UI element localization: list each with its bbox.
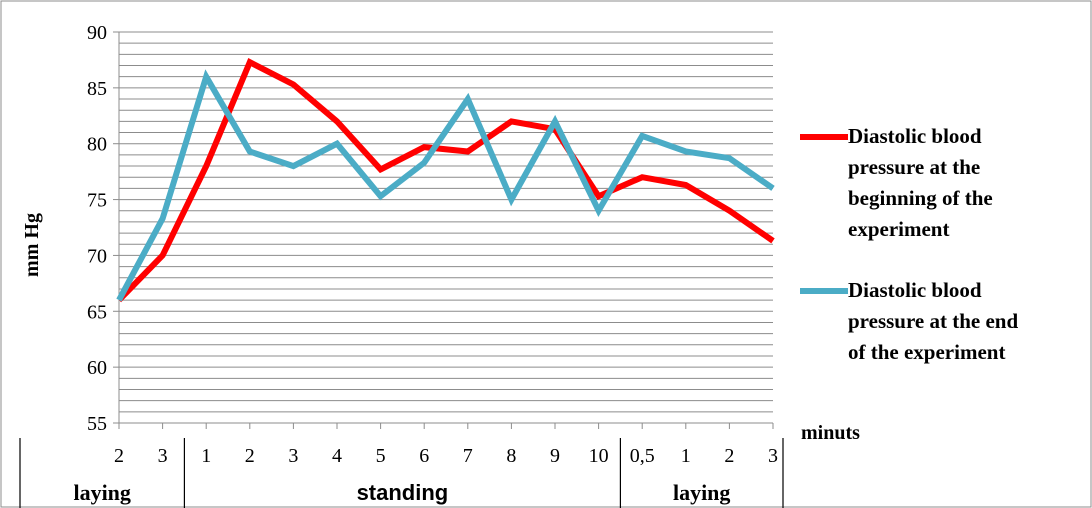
x-group-label: laying [673,480,730,505]
axes [113,31,774,429]
legend-label: beginning of the [848,186,993,210]
x-tick-label: 1 [681,445,691,467]
x-axis-title: minuts [801,422,860,444]
y-tick-label: 80 [87,134,107,156]
x-tick-label: 3 [158,445,168,467]
y-tick-labels: 55 60 65 70 75 80 85 90 [87,22,107,435]
x-tick-label: 7 [463,445,473,467]
x-tick-label: 9 [550,445,560,467]
x-tick-labels: 2 3 1 2 3 4 5 6 7 8 9 10 0,5 1 2 3 [114,445,778,467]
x-tick-label: 3 [768,445,778,467]
x-tick-label: 5 [376,445,386,467]
x-group-labels: laying standing laying [19,438,784,508]
x-tick-label: 6 [419,445,429,467]
y-tick-label: 65 [87,301,107,323]
gridlines [119,31,773,413]
legend-label: Diastolic blood [848,278,982,302]
x-group-label: laying [73,480,130,505]
x-tick-label: 2 [724,445,734,467]
x-tick-label: 10 [589,445,609,467]
x-tick-label: 0,5 [630,445,655,467]
x-group-label: standing [357,480,449,505]
series-line [116,69,775,302]
x-tick-label: 1 [201,445,211,467]
y-tick-label: 60 [87,357,107,379]
y-tick-label: 85 [87,78,107,100]
x-tick-label: 2 [114,445,124,467]
y-tick-label: 70 [87,245,107,267]
legend: Diastolic blood pressure at the beginning … [800,124,1018,364]
legend-label: of the experiment [848,340,1005,364]
y-tick-label: 90 [87,22,107,44]
legend-label: pressure at the [848,155,980,179]
y-tick-label: 75 [87,190,107,212]
series-lines [116,58,775,303]
x-tick-label: 3 [288,445,298,467]
legend-label: experiment [848,217,949,241]
x-tick-label: 8 [506,445,516,467]
legend-label: pressure at the end [848,309,1018,333]
y-tick-label: 55 [87,413,107,435]
y-axis-title: mm Hg [21,213,43,277]
x-tick-label: 4 [332,445,342,467]
x-tick-label: 2 [245,445,255,467]
legend-label: Diastolic blood [848,124,982,148]
